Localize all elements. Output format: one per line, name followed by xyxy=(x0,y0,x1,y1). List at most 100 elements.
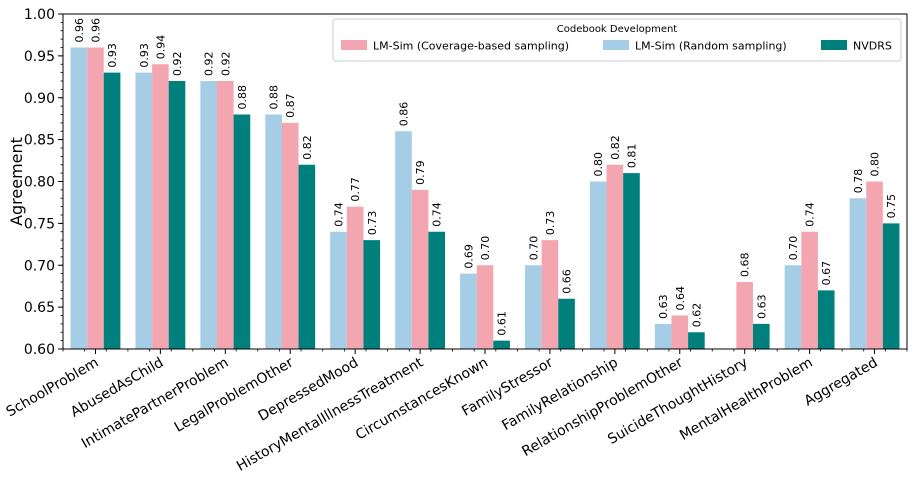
bar xyxy=(233,114,251,349)
y-tick-label: 0.85 xyxy=(24,133,55,149)
legend-swatch xyxy=(341,40,367,50)
y-tick-label: 0.90 xyxy=(24,91,55,107)
bar xyxy=(281,122,299,349)
bar-value-label: 0.93 xyxy=(106,43,119,68)
bar-value-label: 0.92 xyxy=(203,52,216,77)
bar-value-label: 0.79 xyxy=(414,160,427,185)
bar-value-label: 0.92 xyxy=(171,52,184,77)
bar xyxy=(866,181,883,349)
bar xyxy=(654,323,672,349)
x-axis: SchoolProblemAbusedAsChildIntimatePartne… xyxy=(4,349,908,475)
y-tick-label: 1.00 xyxy=(24,7,55,23)
bar xyxy=(849,198,867,349)
legend-label: NVDRS xyxy=(853,40,892,53)
bar-value-label: 0.74 xyxy=(804,202,817,227)
bar-value-label: 0.62 xyxy=(690,303,703,328)
bar xyxy=(200,81,217,349)
bar xyxy=(87,47,104,349)
bar-value-label: 0.68 xyxy=(739,253,752,278)
bar-value-label: 0.66 xyxy=(561,269,574,294)
y-axis: 0.60 0.65 0.70 0.75 0.80 0.85 0.90 0.95 1.00 xyxy=(24,7,63,358)
bar xyxy=(216,81,234,349)
bar xyxy=(152,64,169,349)
bar-value-label: 0.74 xyxy=(333,202,346,227)
bar-value-label: 0.88 xyxy=(236,85,249,109)
bar-value-label: 0.61 xyxy=(496,311,509,336)
bar-value-label: 0.73 xyxy=(544,211,557,236)
bar-value-label: 0.70 xyxy=(479,236,492,261)
bar-value-label: 0.94 xyxy=(154,35,167,60)
bar-value-label: 0.82 xyxy=(301,135,314,160)
bar xyxy=(589,181,607,349)
bar xyxy=(671,315,689,349)
bar xyxy=(428,231,446,349)
bar-value-label: 0.82 xyxy=(609,135,622,160)
bar-value-label: 0.70 xyxy=(527,236,540,261)
legend-label: LM-Sim (Coverage-based sampling) xyxy=(373,40,569,53)
bar-value-label: 0.81 xyxy=(625,144,638,169)
bar xyxy=(346,206,364,349)
bar-value-label: 0.78 xyxy=(852,169,865,194)
x-tick-label: Aggregated xyxy=(802,355,881,410)
bar xyxy=(493,340,510,349)
bar xyxy=(688,332,705,349)
bar xyxy=(784,265,802,349)
bar-value-label: 0.64 xyxy=(674,286,687,311)
bar xyxy=(541,240,559,349)
bar xyxy=(298,164,316,349)
y-tick-label: 0.65 xyxy=(24,300,55,316)
y-tick-label: 0.95 xyxy=(24,49,55,65)
bar-value-label: 0.96 xyxy=(73,18,86,43)
bar xyxy=(736,282,754,349)
bar-value-label: 0.96 xyxy=(89,18,102,43)
x-tick-label: LegalProblemOther xyxy=(172,354,297,435)
bar xyxy=(623,173,640,349)
bar-value-label: 0.70 xyxy=(787,236,800,261)
bar xyxy=(558,298,575,349)
y-tick-label: 0.80 xyxy=(24,175,55,191)
series-2: 0.93 0.92 0.88 0.82 0.73 0.74 0.61 0.66 0.81 0.62… xyxy=(103,43,900,349)
y-axis-title: Agreement xyxy=(7,137,26,226)
y-tick-label: 0.75 xyxy=(24,216,55,232)
bar-value-label: 0.73 xyxy=(366,211,379,236)
bar xyxy=(460,273,477,349)
bar-value-label: 0.67 xyxy=(820,261,833,286)
bar-value-label: 0.93 xyxy=(138,43,151,68)
legend-swatch xyxy=(821,40,847,50)
bar xyxy=(265,114,282,349)
bar-value-label: 0.74 xyxy=(431,202,444,227)
bar xyxy=(753,323,770,349)
bar-value-label: 0.87 xyxy=(284,93,297,118)
y-tick-label: 0.60 xyxy=(24,342,55,358)
legend-label: LM-Sim (Random sampling) xyxy=(635,40,787,53)
bar xyxy=(70,47,88,349)
bar-value-label: 0.63 xyxy=(755,294,768,319)
bar xyxy=(606,164,624,349)
bar xyxy=(363,240,381,349)
bar-value-label: 0.88 xyxy=(268,85,281,110)
bar-value-label: 0.92 xyxy=(219,52,232,77)
bar-value-label: 0.77 xyxy=(349,177,362,202)
legend-swatch xyxy=(603,40,629,50)
series-0: 0.96 0.93 0.92 0.88 0.74 0.86 0.69 0.70 0.80 0.63… xyxy=(70,18,867,349)
bar-value-label: 0.75 xyxy=(885,194,898,219)
bar xyxy=(103,72,121,349)
bar xyxy=(395,131,412,349)
y-tick-label: 0.70 xyxy=(24,258,55,274)
bar-value-label: 0.63 xyxy=(657,294,670,319)
bar xyxy=(524,265,542,349)
bar xyxy=(411,189,429,349)
bar xyxy=(882,223,900,349)
bar xyxy=(168,81,186,349)
bar xyxy=(817,290,835,349)
bar xyxy=(330,231,347,349)
bar-value-label: 0.69 xyxy=(462,244,475,269)
bar xyxy=(801,231,818,349)
legend: Codebook Development LM-Sim (Coverage-bas… xyxy=(332,18,902,62)
bar-value-label: 0.86 xyxy=(397,102,410,127)
bar-value-label: 0.80 xyxy=(869,152,882,177)
bar-value-label: 0.80 xyxy=(592,152,605,177)
legend-title: Codebook Development xyxy=(557,24,678,35)
series-1: 0.96 0.94 0.92 0.87 0.77 0.79 0.70 0.73 0.82 0.64… xyxy=(87,18,883,349)
